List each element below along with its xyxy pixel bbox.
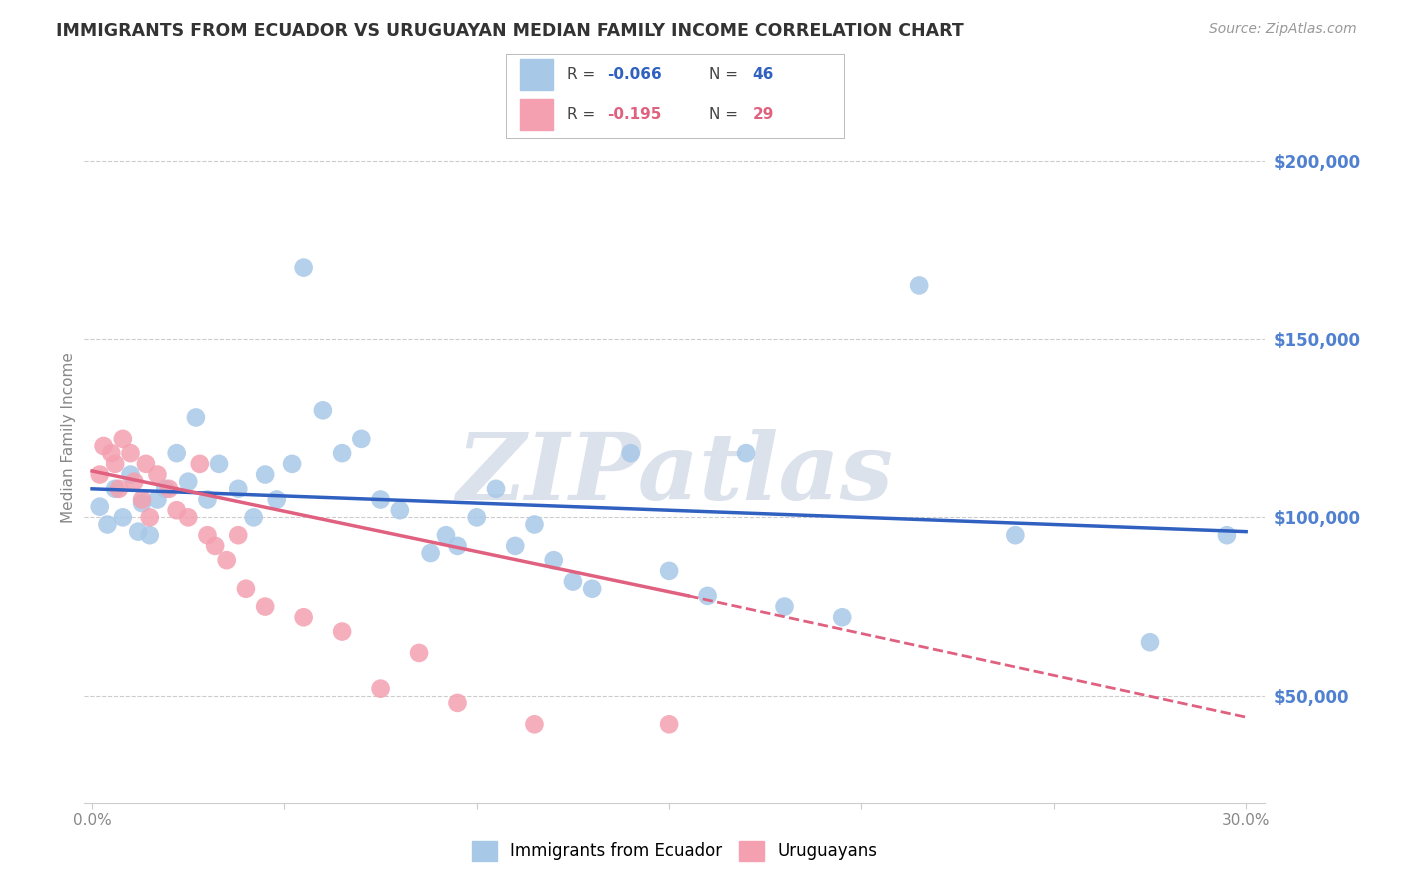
Point — [131, 492, 153, 507]
Point — [292, 260, 315, 275]
Point — [120, 446, 142, 460]
Point — [408, 646, 430, 660]
Point — [226, 528, 249, 542]
Point — [370, 681, 392, 696]
Text: R =: R = — [567, 67, 600, 82]
Point — [503, 539, 526, 553]
Point — [120, 467, 142, 482]
Legend: Immigrants from Ecuador, Uruguayans: Immigrants from Ecuador, Uruguayans — [465, 834, 884, 868]
Point — [111, 432, 134, 446]
Point — [330, 624, 353, 639]
Point — [1139, 635, 1161, 649]
Point — [184, 410, 207, 425]
Point — [658, 564, 681, 578]
Point — [96, 517, 118, 532]
Point — [89, 467, 111, 482]
Point — [242, 510, 264, 524]
Text: 46: 46 — [752, 67, 773, 82]
Point — [620, 446, 643, 460]
Point — [177, 475, 200, 489]
Point — [153, 482, 176, 496]
Point — [139, 510, 162, 524]
Point — [773, 599, 796, 614]
Text: IMMIGRANTS FROM ECUADOR VS URUGUAYAN MEDIAN FAMILY INCOME CORRELATION CHART: IMMIGRANTS FROM ECUADOR VS URUGUAYAN MED… — [56, 22, 965, 40]
Point — [111, 510, 134, 524]
Point — [89, 500, 111, 514]
Point — [166, 446, 188, 460]
Point — [561, 574, 583, 589]
Y-axis label: Median Family Income: Median Family Income — [60, 351, 76, 523]
Text: 29: 29 — [752, 107, 773, 122]
Point — [543, 553, 565, 567]
Point — [370, 492, 392, 507]
Point — [1004, 528, 1026, 542]
Text: R =: R = — [567, 107, 600, 122]
Point — [157, 482, 180, 496]
Point — [127, 524, 149, 539]
Point — [523, 517, 546, 532]
Point — [831, 610, 853, 624]
Point — [139, 528, 162, 542]
Bar — [520, 99, 554, 130]
Point — [146, 492, 169, 507]
Point — [330, 446, 353, 460]
Point — [104, 457, 127, 471]
Point — [254, 599, 277, 614]
Text: -0.195: -0.195 — [607, 107, 662, 122]
Text: N =: N = — [709, 67, 742, 82]
Point — [465, 510, 488, 524]
Point — [177, 510, 200, 524]
Point — [131, 496, 153, 510]
Point — [226, 482, 249, 496]
Point — [235, 582, 257, 596]
Point — [446, 539, 468, 553]
Point — [254, 467, 277, 482]
Bar — [520, 60, 554, 90]
Point — [93, 439, 115, 453]
Point — [388, 503, 411, 517]
Point — [1216, 528, 1239, 542]
Text: -0.066: -0.066 — [607, 67, 662, 82]
Point — [204, 539, 226, 553]
Point — [446, 696, 468, 710]
Point — [135, 457, 157, 471]
Point — [908, 278, 931, 293]
Point — [188, 457, 211, 471]
Point — [146, 467, 169, 482]
Point — [581, 582, 603, 596]
Point — [266, 492, 288, 507]
Point — [523, 717, 546, 731]
Point — [208, 457, 231, 471]
Point — [658, 717, 681, 731]
Text: N =: N = — [709, 107, 742, 122]
Point — [281, 457, 304, 471]
Point — [215, 553, 238, 567]
Point — [197, 528, 219, 542]
Point — [696, 589, 718, 603]
Point — [124, 475, 146, 489]
Text: ZIPatlas: ZIPatlas — [457, 429, 893, 518]
Point — [350, 432, 373, 446]
Point — [100, 446, 122, 460]
Point — [108, 482, 131, 496]
Point — [735, 446, 758, 460]
Point — [292, 610, 315, 624]
Point — [166, 503, 188, 517]
Point — [104, 482, 127, 496]
Point — [419, 546, 441, 560]
Point — [485, 482, 508, 496]
Point — [197, 492, 219, 507]
Point — [434, 528, 457, 542]
Text: Source: ZipAtlas.com: Source: ZipAtlas.com — [1209, 22, 1357, 37]
Point — [312, 403, 335, 417]
